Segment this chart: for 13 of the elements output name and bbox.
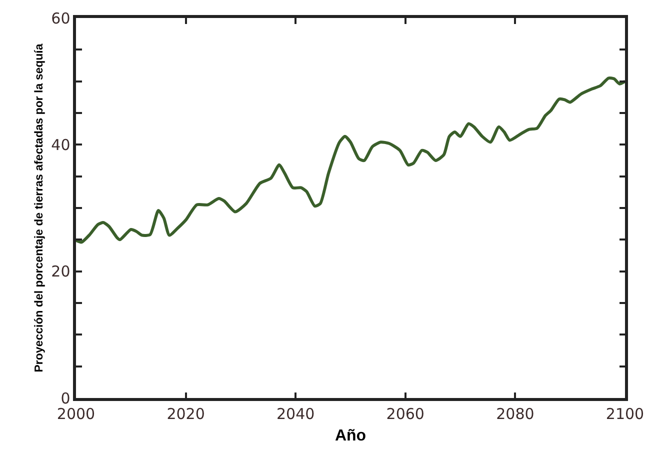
y-tick-label: 20 — [51, 262, 70, 281]
y-axis-title: Proyección del porcentaje de tierras afectadas por la sequía — [34, 43, 46, 372]
x-tick-label: 2040 — [276, 404, 315, 423]
line-series — [76, 76, 625, 244]
x-tick-label: 2000 — [56, 404, 96, 423]
x-axis-title: Año — [334, 427, 366, 444]
y-tick-label: 60 — [51, 9, 70, 28]
y-tick-label: 40 — [51, 136, 70, 154]
x-tick-label: 2060 — [386, 404, 424, 423]
x-tick-label: 2100 — [606, 404, 644, 423]
x-tick-label: 2080 — [496, 404, 534, 423]
x-tick-label: 2020 — [166, 404, 205, 423]
y-tick-label: 0 — [60, 389, 70, 408]
